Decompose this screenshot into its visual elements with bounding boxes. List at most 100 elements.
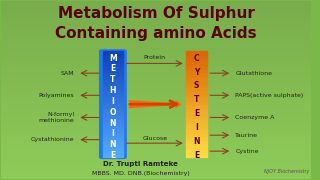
FancyBboxPatch shape	[99, 49, 127, 159]
Bar	[186, 107, 207, 111]
Bar	[186, 115, 207, 118]
Bar	[186, 97, 207, 101]
Bar	[1, 113, 311, 115]
Bar	[103, 58, 123, 62]
Text: Dr. Trupti Ramteke: Dr. Trupti Ramteke	[103, 161, 178, 167]
Text: NJOY Biochemistry: NJOY Biochemistry	[264, 169, 309, 174]
Bar	[103, 69, 123, 72]
Bar	[1, 74, 311, 76]
Bar	[103, 107, 123, 111]
Bar	[1, 97, 311, 99]
Text: E: E	[110, 64, 116, 73]
Bar	[1, 127, 311, 129]
Bar	[186, 51, 207, 55]
Bar	[1, 90, 311, 92]
Bar	[1, 63, 311, 65]
Bar	[186, 93, 207, 97]
Bar	[1, 83, 311, 85]
Bar	[1, 92, 311, 94]
Bar	[1, 37, 311, 39]
Bar	[1, 76, 311, 78]
Bar	[1, 31, 311, 33]
Bar	[1, 166, 311, 168]
Bar	[1, 78, 311, 79]
Bar	[186, 76, 207, 79]
Bar	[186, 125, 207, 129]
Bar	[1, 120, 311, 122]
Bar	[1, 14, 311, 15]
Bar	[186, 143, 207, 147]
Bar	[1, 173, 311, 175]
Bar	[103, 100, 123, 104]
Bar	[103, 140, 123, 143]
Bar	[1, 102, 311, 104]
Bar	[186, 58, 207, 62]
Bar	[1, 60, 311, 62]
Text: Taurine: Taurine	[235, 133, 258, 138]
Bar	[103, 97, 123, 101]
Bar	[1, 136, 311, 138]
Bar	[1, 163, 311, 165]
Bar	[186, 61, 207, 65]
Bar	[1, 21, 311, 23]
Bar	[103, 79, 123, 83]
Bar	[1, 53, 311, 55]
Bar	[186, 104, 207, 108]
Bar	[103, 111, 123, 115]
Bar	[1, 118, 311, 120]
Bar	[186, 65, 207, 69]
Text: I: I	[111, 129, 114, 138]
Bar	[1, 51, 311, 53]
Bar	[1, 172, 311, 173]
Bar	[1, 65, 311, 67]
Bar	[1, 152, 311, 154]
Bar	[1, 150, 311, 152]
Bar	[1, 138, 311, 140]
Text: N-formyl
methionine: N-formyl methionine	[38, 112, 74, 123]
Bar	[186, 54, 207, 58]
Text: O: O	[110, 108, 116, 117]
Bar	[1, 69, 311, 71]
Bar	[103, 143, 123, 147]
Bar	[1, 49, 311, 51]
Bar	[186, 83, 207, 86]
Bar	[103, 154, 123, 157]
Text: Y: Y	[194, 68, 199, 76]
Bar	[186, 147, 207, 150]
Bar	[186, 69, 207, 72]
Bar	[186, 140, 207, 143]
Text: M: M	[109, 54, 117, 63]
Bar	[1, 154, 311, 156]
Bar	[1, 30, 311, 32]
Bar	[1, 55, 311, 56]
Bar	[186, 100, 207, 104]
Bar	[1, 111, 311, 113]
Bar	[103, 132, 123, 136]
Bar	[1, 143, 311, 145]
Bar	[186, 150, 207, 154]
Bar	[103, 125, 123, 129]
Text: E: E	[194, 109, 199, 118]
Bar	[1, 5, 311, 7]
Bar	[1, 141, 311, 143]
Bar	[1, 10, 311, 12]
Bar	[103, 61, 123, 65]
Text: E: E	[110, 151, 116, 160]
Bar	[1, 81, 311, 83]
Bar	[103, 147, 123, 150]
Bar	[1, 46, 311, 48]
Bar	[103, 118, 123, 122]
Bar	[1, 99, 311, 101]
Bar	[1, 170, 311, 172]
Bar	[1, 108, 311, 109]
Bar	[1, 39, 311, 40]
Bar	[1, 159, 311, 161]
Bar	[186, 136, 207, 140]
Text: H: H	[110, 86, 116, 95]
Bar	[1, 71, 311, 72]
Bar	[1, 109, 311, 111]
Bar	[1, 175, 311, 177]
Bar	[103, 129, 123, 132]
Bar	[186, 79, 207, 83]
Bar	[1, 3, 311, 5]
